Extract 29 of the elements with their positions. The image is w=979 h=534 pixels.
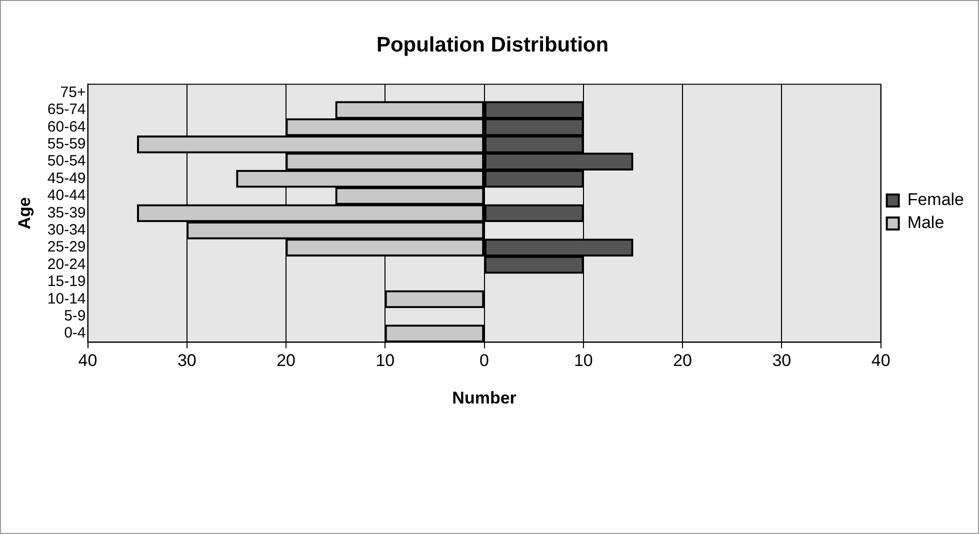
x-tick-label: 30 bbox=[772, 351, 792, 370]
y-tick-label: 20-24 bbox=[47, 256, 86, 273]
y-tick-label: 50-54 bbox=[47, 152, 86, 170]
y-tick-label: 5-9 bbox=[64, 308, 86, 325]
y-tick-label: 30-34 bbox=[47, 222, 86, 239]
y-tick-label: 75+ bbox=[60, 84, 86, 101]
x-tick-label: 10 bbox=[376, 351, 395, 370]
x-tick-label: 20 bbox=[276, 351, 296, 370]
x-axis-title: Number bbox=[452, 388, 517, 408]
y-tick-label: 15-19 bbox=[47, 273, 86, 290]
y-tick-label: 55-59 bbox=[47, 136, 86, 153]
y-tick-label: 60-64 bbox=[47, 118, 86, 136]
x-tick-label: 40 bbox=[871, 351, 890, 370]
y-tick-label: 10-14 bbox=[47, 290, 86, 308]
y-tick-label: 65-74 bbox=[47, 101, 86, 118]
x-tick-label: 10 bbox=[574, 351, 593, 370]
y-tick-label: 0-4 bbox=[64, 324, 86, 342]
y-tick-label: 35-39 bbox=[47, 204, 86, 222]
legend-label: Male bbox=[907, 213, 944, 232]
legend-label: Female bbox=[907, 190, 964, 210]
y-tick-label: 40-44 bbox=[47, 187, 86, 204]
y-tick-label: 45-49 bbox=[47, 170, 86, 187]
chart-title: Population Distribution bbox=[376, 33, 609, 56]
x-tick-label: 0 bbox=[480, 351, 490, 370]
x-tick-label: 40 bbox=[78, 351, 98, 370]
y-tick-label: 25-29 bbox=[47, 238, 86, 256]
x-tick-label: 30 bbox=[177, 351, 196, 370]
x-tick-label: 20 bbox=[673, 351, 692, 370]
y-axis-title: Age bbox=[14, 197, 34, 230]
